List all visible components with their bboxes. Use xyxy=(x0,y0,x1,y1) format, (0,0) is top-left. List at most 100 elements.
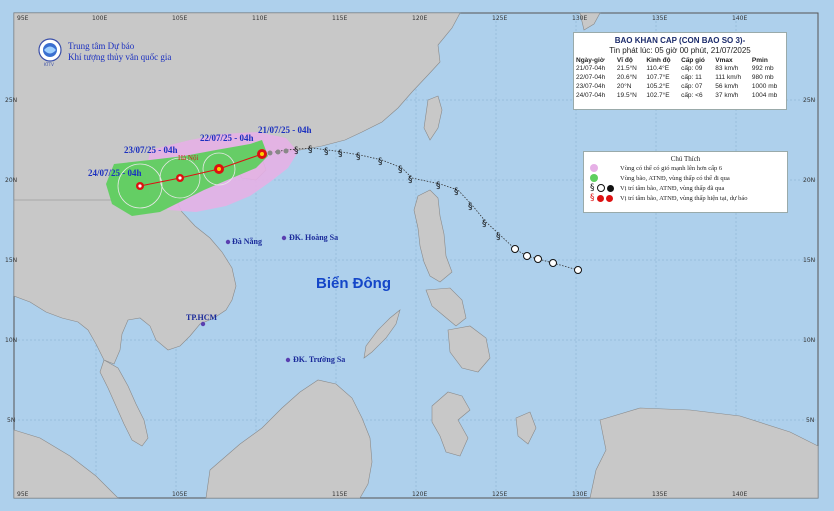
agency-name-line2: Khí tượng thủy văn quốc gia xyxy=(68,52,171,62)
svg-text:15N: 15N xyxy=(803,257,815,264)
land-moluccas xyxy=(515,411,537,445)
land-palawan xyxy=(363,309,401,359)
legend-text: Vùng có thể có gió mạnh lên hơn cấp 6 xyxy=(620,164,723,172)
label-danang: Đà Nẵng xyxy=(232,237,262,246)
svg-text:§: § xyxy=(308,145,313,155)
land-visayas xyxy=(425,287,467,327)
danang-marker xyxy=(225,239,231,245)
cell: 980 mb xyxy=(751,74,774,81)
cell: 19.5°N xyxy=(616,92,637,99)
svg-text:120E: 120E xyxy=(412,491,427,498)
past-track: § § § § § § § § § § § § § xyxy=(267,145,582,274)
forecast-info-box: BAO KHAN CAP (CON BAO SO 3)- Tin phát lú… xyxy=(573,32,787,110)
legend-item-wind-zone: Vùng có thể có gió mạnh lên hơn cấp 6 xyxy=(584,163,787,173)
land-borneo xyxy=(205,379,373,499)
forecast-table: Ngày-giờ Vĩ độ Kinh độ Cấp gió Vmax Pmin… xyxy=(574,57,786,100)
svg-text:110E: 110E xyxy=(252,15,267,22)
cell: 1000 mb xyxy=(751,83,778,90)
land-mindanao xyxy=(447,325,491,373)
col-datetime: Ngày-giờ xyxy=(576,57,605,64)
svg-text:5N: 5N xyxy=(7,417,15,424)
svg-text:15N: 15N xyxy=(5,257,17,264)
legend-text: Vị trí tâm bão, ATNĐ, vùng thấp hiện tại… xyxy=(620,194,748,202)
legend-item-forecast: § Vị trí tâm bão, ATNĐ, vùng thấp hiện t… xyxy=(584,193,787,203)
col-lon: Kinh độ xyxy=(646,57,671,64)
legend-item-storm-zone: Vùng bão, ATNĐ, vùng thấp có thể đi qua xyxy=(584,173,787,183)
land-masses xyxy=(13,12,819,499)
label-forecast-23: 23/07/25 - 04h xyxy=(124,145,178,155)
svg-text:105E: 105E xyxy=(172,15,187,22)
hoangsa-marker xyxy=(281,235,287,241)
cell: 1004 mb xyxy=(751,92,778,99)
land-japan xyxy=(579,12,601,31)
longitude-ticks-top: 95E 100E 105E 110E 115E 120E 125E 130E 1… xyxy=(17,15,747,22)
cell: 37 km/h xyxy=(715,92,739,99)
latitude-ticks-left: 25N 20N 15N 10N 5N xyxy=(5,97,17,424)
cell: 24/07-04h xyxy=(576,92,606,99)
legend-text: Vùng bão, ATNĐ, vùng thấp có thể đi qua xyxy=(620,174,730,182)
bulletin-issued-time: Tin phát lúc: 05 giờ 00 phút, 21/07/2025 xyxy=(609,46,751,55)
land-luzon xyxy=(413,189,453,283)
svg-text:95E: 95E xyxy=(17,15,29,22)
svg-text:120E: 120E xyxy=(412,15,427,22)
cell: 20.6°N xyxy=(616,74,637,81)
tphcm-marker xyxy=(200,321,206,327)
table-row: 22/07-04h 20.6°N 107.7°E cấp: 11 111 km/… xyxy=(574,73,786,82)
land-indochina xyxy=(13,199,237,365)
map-legend: Chú Thích Vùng có thể có gió mạnh lên hơ… xyxy=(583,151,788,213)
svg-text:20N: 20N xyxy=(5,177,17,184)
svg-text:§: § xyxy=(436,181,441,191)
svg-text:§: § xyxy=(468,202,473,212)
legend-title: Chú Thích xyxy=(670,155,701,163)
svg-text:130E: 130E xyxy=(572,491,587,498)
label-hanoi: Hà Nội xyxy=(178,154,198,162)
cell: 23/07-04h xyxy=(576,83,606,90)
cell: 56 km/h xyxy=(715,83,739,90)
svg-text:10N: 10N xyxy=(803,337,815,344)
cell: cấp: 09 xyxy=(681,65,703,72)
cell: 111 km/h xyxy=(715,74,742,81)
label-forecast-24: 24/07/25 - 04h xyxy=(88,168,142,178)
label-tphcm: TP.HCM xyxy=(186,313,217,322)
svg-text:5N: 5N xyxy=(806,417,814,424)
svg-text:135E: 135E xyxy=(652,491,667,498)
col-lat: Vĩ độ xyxy=(616,57,633,64)
cell: cấp: 11 xyxy=(681,74,702,81)
svg-text:125E: 125E xyxy=(492,491,507,498)
svg-text:115E: 115E xyxy=(332,15,347,22)
svg-text:20N: 20N xyxy=(803,177,815,184)
cell: 21/07-04h xyxy=(576,65,606,72)
svg-text:125E: 125E xyxy=(492,15,507,22)
svg-text:§: § xyxy=(408,175,413,185)
svg-text:§: § xyxy=(378,157,383,167)
svg-text:KTTV: KTTV xyxy=(44,62,54,67)
cell: 20°N xyxy=(616,83,632,90)
table-header-row: Ngày-giờ Vĩ độ Kinh độ Cấp gió Vmax Pmin xyxy=(574,57,786,64)
svg-text:135E: 135E xyxy=(652,15,667,22)
svg-text:140E: 140E xyxy=(732,491,747,498)
cell: 21.5°N xyxy=(616,65,637,72)
legend-text: Vị trí tâm bão, ATNĐ, vùng thấp đã qua xyxy=(620,184,725,192)
svg-text:100E: 100E xyxy=(92,15,107,22)
cell: 107.7°E xyxy=(646,74,670,81)
label-hoangsa: ĐK. Hoàng Sa xyxy=(289,233,338,242)
svg-text:140E: 140E xyxy=(732,15,747,22)
land-papua xyxy=(589,407,819,499)
past-track-depression-markers xyxy=(511,245,582,274)
latitude-ticks-right: 25N 20N 15N 10N 5N xyxy=(803,97,815,424)
label-bien-dong: Biển Đông xyxy=(316,275,391,292)
label-forecast-22: 22/07/25 - 04h xyxy=(200,133,254,143)
label-truongsa: ĐK. Trường Sa xyxy=(293,355,345,364)
svg-text:25N: 25N xyxy=(5,97,17,104)
past-track-storm-markers: § § § § § § § § § § § § § xyxy=(294,145,501,242)
table-row: 24/07-04h 19.5°N 102.7°E cấp: <6 37 km/h… xyxy=(574,91,786,100)
cell: 83 km/h xyxy=(715,65,739,72)
svg-text:§: § xyxy=(324,147,329,157)
cell: cấp: 07 xyxy=(681,83,703,90)
svg-text:25N: 25N xyxy=(803,97,815,104)
agency-logo: KTTV xyxy=(38,38,62,67)
svg-text:§: § xyxy=(482,219,487,229)
label-forecast-21: 21/07/25 - 04h xyxy=(258,125,312,135)
svg-text:§: § xyxy=(294,146,299,156)
table-row: 23/07-04h 20°N 105.2°E cấp: 07 56 km/h 1… xyxy=(574,82,786,91)
